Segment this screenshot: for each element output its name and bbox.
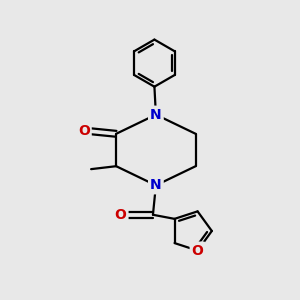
Text: O: O xyxy=(115,208,127,222)
Text: N: N xyxy=(150,178,162,192)
Text: O: O xyxy=(192,244,203,258)
Text: O: O xyxy=(78,124,90,138)
Text: N: N xyxy=(150,108,162,122)
